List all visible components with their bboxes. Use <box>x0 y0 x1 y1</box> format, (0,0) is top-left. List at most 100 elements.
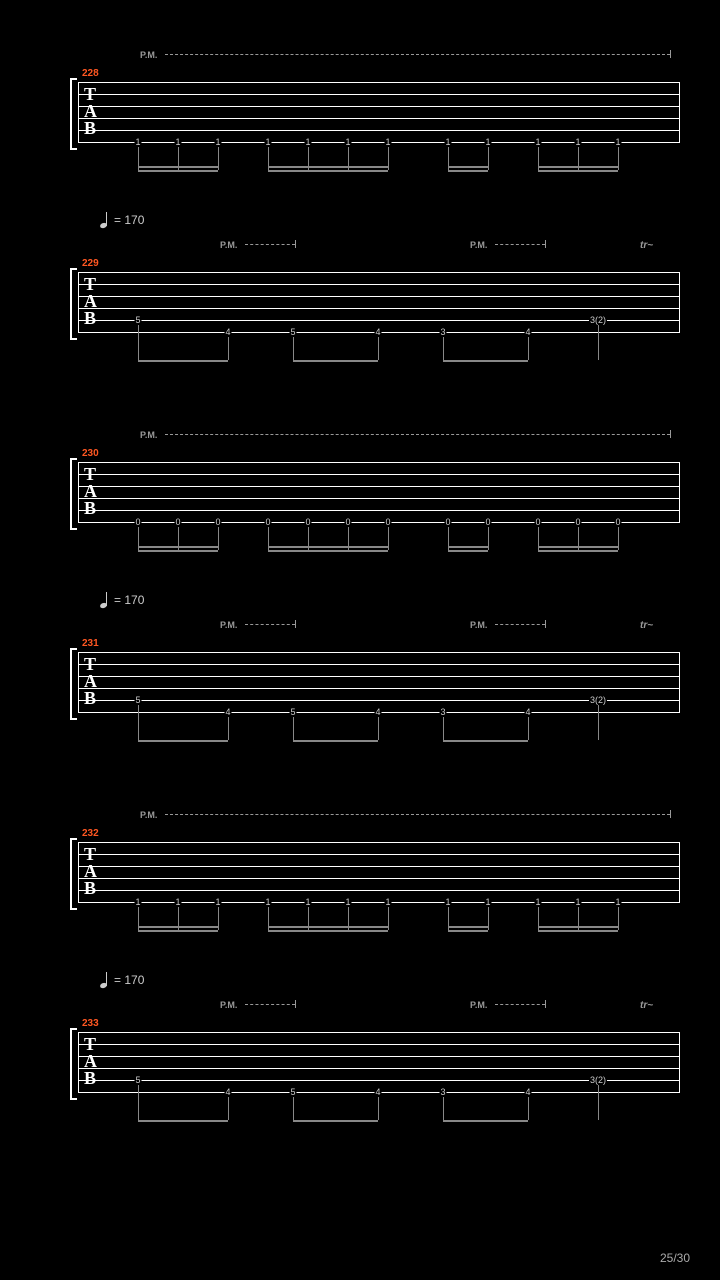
staff-line <box>78 878 680 879</box>
note-stem <box>293 717 294 740</box>
fret-number: 4 <box>524 707 531 717</box>
fret-number: 4 <box>224 707 231 717</box>
staff-line <box>78 842 680 843</box>
palm-mute-span <box>165 54 670 55</box>
staff-line <box>78 688 680 689</box>
note-stem <box>378 337 379 360</box>
beam <box>448 546 488 548</box>
annotation-row: P.M. <box>100 50 680 68</box>
note-stem <box>598 325 599 360</box>
annotation-row: P.M.P.M.tr~ <box>100 1000 680 1018</box>
fret-number: 1 <box>214 897 221 907</box>
note-stem <box>218 907 219 930</box>
palm-mute-label: P.M. <box>140 430 157 440</box>
measure-block: = 170P.M.P.M.tr~229TAB5454343(2) <box>60 240 680 380</box>
beam <box>443 360 528 362</box>
annotation-row: P.M. <box>100 430 680 448</box>
fret-number: 1 <box>134 137 141 147</box>
note-stem <box>388 527 389 550</box>
fret-number: 1 <box>264 897 271 907</box>
beam <box>138 740 228 742</box>
measure-number: 229 <box>82 258 99 269</box>
barline <box>78 82 79 142</box>
fret-number: 3 <box>439 1087 446 1097</box>
fret-number: 3(2) <box>589 695 607 705</box>
measure-number: 228 <box>82 68 99 79</box>
beam <box>138 166 218 168</box>
note-stem <box>488 147 489 170</box>
palm-mute-span <box>245 244 295 245</box>
tab-staff: TAB111111111111 <box>60 842 680 902</box>
beam <box>448 926 488 928</box>
fret-number: 5 <box>289 1087 296 1097</box>
note-stem <box>228 337 229 360</box>
fret-number: 0 <box>484 517 491 527</box>
fret-number: 4 <box>224 1087 231 1097</box>
note-stem <box>443 1097 444 1120</box>
note-stem <box>488 527 489 550</box>
staff-line <box>78 1068 680 1069</box>
palm-mute-label: P.M. <box>470 1000 487 1010</box>
fret-number: 5 <box>289 327 296 337</box>
staff-line <box>78 1044 680 1045</box>
palm-mute-span <box>245 624 295 625</box>
fret-number: 1 <box>614 897 621 907</box>
staff-line <box>78 1032 680 1033</box>
beam <box>293 1120 378 1122</box>
tab-staff: TAB000000000000 <box>60 462 680 522</box>
beam <box>268 926 388 928</box>
note-stem <box>138 1085 139 1120</box>
tab-staff: TAB111111111111 <box>60 82 680 142</box>
barline <box>78 1032 79 1092</box>
barline <box>679 842 680 902</box>
tempo-marking: = 170 <box>100 212 144 228</box>
note-stem <box>388 907 389 930</box>
tempo-marking: = 170 <box>100 972 144 988</box>
fret-number: 5 <box>134 315 141 325</box>
fret-number: 1 <box>484 137 491 147</box>
palm-mute-span <box>245 1004 295 1005</box>
palm-mute-label: P.M. <box>220 1000 237 1010</box>
fret-number: 1 <box>484 897 491 907</box>
tempo-marking: = 170 <box>100 592 144 608</box>
palm-mute-label: P.M. <box>220 620 237 630</box>
note-stem <box>388 147 389 170</box>
beam <box>138 550 218 552</box>
staff-line <box>78 308 680 309</box>
fret-number: 1 <box>574 137 581 147</box>
tab-clef: TAB <box>84 86 95 137</box>
page-number: 25/30 <box>660 1251 690 1265</box>
beam <box>293 740 378 742</box>
staff-line <box>78 130 680 131</box>
note-stem <box>443 717 444 740</box>
fret-number: 1 <box>444 897 451 907</box>
fret-number: 1 <box>174 897 181 907</box>
note-stem <box>618 527 619 550</box>
measure-number: 230 <box>82 448 99 459</box>
fret-number: 1 <box>574 897 581 907</box>
staff-line <box>78 118 680 119</box>
palm-mute-span <box>495 1004 545 1005</box>
beam <box>293 360 378 362</box>
beam <box>538 550 618 552</box>
note-stem <box>528 1097 529 1120</box>
tab-clef: TAB <box>84 656 95 707</box>
fret-number: 4 <box>374 1087 381 1097</box>
tempo-text: = 170 <box>114 593 144 607</box>
staff-line <box>78 1056 680 1057</box>
palm-mute-end <box>670 810 671 818</box>
system-bracket <box>70 648 77 720</box>
fret-number: 1 <box>384 137 391 147</box>
barline <box>679 652 680 712</box>
tab-clef: TAB <box>84 1036 95 1087</box>
beam <box>138 1120 228 1122</box>
palm-mute-span <box>165 434 670 435</box>
measure-block: = 170P.M.P.M.tr~233TAB5454343(2) <box>60 1000 680 1140</box>
palm-mute-span <box>495 244 545 245</box>
beam <box>538 166 618 168</box>
fret-number: 0 <box>304 517 311 527</box>
fret-number: 0 <box>264 517 271 527</box>
trill-label: tr~ <box>640 620 653 631</box>
fret-number: 0 <box>614 517 621 527</box>
note-stem <box>138 705 139 740</box>
